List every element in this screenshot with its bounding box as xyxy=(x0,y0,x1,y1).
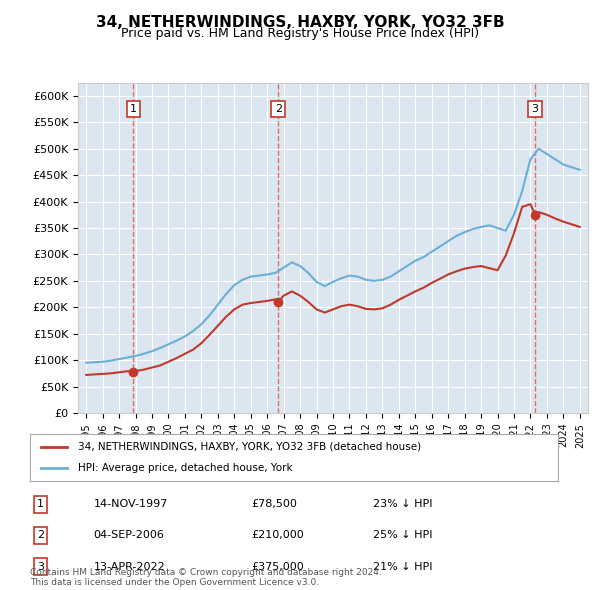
Text: 2: 2 xyxy=(275,104,282,114)
Text: HPI: Average price, detached house, York: HPI: Average price, detached house, York xyxy=(77,463,292,473)
Text: £375,000: £375,000 xyxy=(252,562,305,572)
Text: 3: 3 xyxy=(37,562,44,572)
Text: Contains HM Land Registry data © Crown copyright and database right 2024.
This d: Contains HM Land Registry data © Crown c… xyxy=(30,568,382,587)
Text: 1: 1 xyxy=(37,499,44,509)
Text: 04-SEP-2006: 04-SEP-2006 xyxy=(94,530,164,540)
Text: 13-APR-2022: 13-APR-2022 xyxy=(94,562,165,572)
Text: 21% ↓ HPI: 21% ↓ HPI xyxy=(373,562,433,572)
Text: 14-NOV-1997: 14-NOV-1997 xyxy=(94,499,168,509)
Text: Price paid vs. HM Land Registry's House Price Index (HPI): Price paid vs. HM Land Registry's House … xyxy=(121,27,479,40)
Text: 25% ↓ HPI: 25% ↓ HPI xyxy=(373,530,433,540)
Text: 34, NETHERWINDINGS, HAXBY, YORK, YO32 3FB: 34, NETHERWINDINGS, HAXBY, YORK, YO32 3F… xyxy=(95,15,505,30)
Text: £210,000: £210,000 xyxy=(252,530,305,540)
Text: 34, NETHERWINDINGS, HAXBY, YORK, YO32 3FB (detached house): 34, NETHERWINDINGS, HAXBY, YORK, YO32 3F… xyxy=(77,442,421,452)
Text: 23% ↓ HPI: 23% ↓ HPI xyxy=(373,499,433,509)
Text: 2: 2 xyxy=(37,530,44,540)
Text: 3: 3 xyxy=(532,104,539,114)
Text: £78,500: £78,500 xyxy=(252,499,298,509)
Text: 1: 1 xyxy=(130,104,137,114)
